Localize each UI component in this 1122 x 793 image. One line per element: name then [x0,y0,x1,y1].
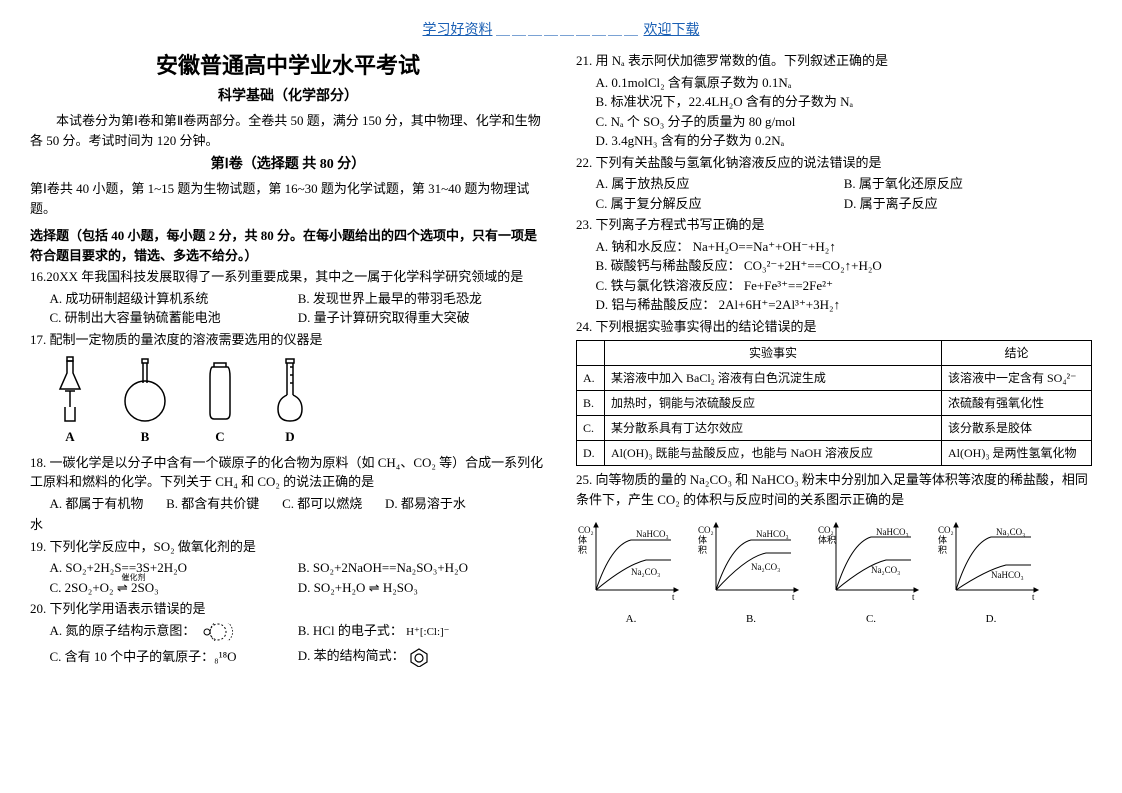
q23-d: D. 铝与稀盐酸反应： 2Al+6H⁺=2Al³⁺+3H₂↑ [596,295,1093,315]
flask-b: B [120,355,170,447]
q16-c: C. 研制出大容量钠硫蓄能电池 [50,308,298,328]
q20-options: A. 氮的原子结构示意图： C. 含有 10 个中子的氧原子：₈¹⁸O B. H… [30,621,546,668]
svg-text:t: t [792,592,795,602]
q22-a: A. 属于放热反应 [596,174,844,194]
q16-options: A. 成功研制超级计算机系统C. 研制出大容量钠硫蓄能电池 B. 发现世界上最早… [30,289,546,328]
q19-options: A. SO₂+2H₂S==3S+2H₂O C. 2SO₂+O₂ ⇌ 2SO₃催化… [30,558,546,597]
q21-d: D. 3.4gNH₃ 含有的分子数为 0.2Nₐ [596,131,1093,151]
q19-d: D. SO₂+H₂O ⇌ H₂SO₃ [298,578,546,598]
q24-stem: 24. 下列根据实验事实得出的结论错误的是 [576,317,1092,337]
table-row: C.某分散系具有丁达尔效应该分散系是胶体 [577,416,1092,441]
q20-c: C. 含有 10 个中子的氧原子：₈¹⁸O [50,647,298,667]
q21-c: C. Nₐ 个 SO₃ 分子的质量为 80 g/mol [596,112,1093,132]
q17-stem: 17. 配制一定物质的量浓度的溶液需要选用的仪器是 [30,330,546,350]
left-column: 安徽普通高中学业水平考试 科学基础（化学部分） 本试卷分为第Ⅰ卷和第Ⅱ卷两部分。… [30,49,546,667]
flask-c: C [200,355,240,447]
q18-a: A. 都属于有机物 [50,494,144,514]
table-row: D.Al(OH)₃ 既能与盐酸反应，也能与 NaOH 溶液反应Al(OH)₃ 是… [577,441,1092,466]
chart-c: CO₂体积 NaHCO₃ Na₂CO₃ t C. [816,515,926,627]
exam-subtitle: 科学基础（化学部分） [30,86,546,107]
q22-options: A. 属于放热反应C. 属于复分解反应 B. 属于氧化还原反应D. 属于离子反应 [576,174,1092,213]
flask-a: A [50,355,90,447]
svg-text:积: 积 [938,544,947,555]
q23-options: A. 钠和水反应： Na+H₂O==Na⁺+OH⁻+H₂↑ B. 碳酸钙与稀盐酸… [576,237,1092,315]
q23-c: C. 铁与氯化铁溶液反应： Fe+Fe³⁺==2Fe²⁺ [596,276,1093,296]
svg-text:CO₂: CO₂ [818,525,834,535]
q18-stem: 18. 一碳化学是以分子中含有一个碳原子的化合物为原料（如 CH₄、CO₂ 等）… [30,453,546,492]
q22-stem: 22. 下列有关盐酸与氢氧化钠溶液反应的说法错误的是 [576,153,1092,173]
dash-separator: ＿＿＿＿＿＿＿＿＿ [496,23,640,38]
q25-charts: CO₂体积 NaHCO₃ Na₂CO₃ t A. CO₂体积 NaHCO₃ Na… [576,515,1092,627]
q19-b: B. SO₂+2NaOH==Na₂SO₃+H₂O [298,558,546,578]
q19-stem: 19. 下列化学反应中，SO₂ 做氧化剂的是 [30,537,546,557]
q21-b: B. 标准状况下，22.4LH₂O 含有的分子数为 Nₐ [596,92,1093,112]
svg-text:体: 体 [938,534,947,545]
q18-tail: 水 [30,515,546,535]
svg-text:CO₂: CO₂ [698,525,714,535]
q22-d: D. 属于离子反应 [844,194,1092,214]
q23-a: A. 钠和水反应： Na+H₂O==Na⁺+OH⁻+H₂↑ [596,237,1093,257]
svg-text:体: 体 [698,534,707,545]
intro-text: 本试卷分为第Ⅰ卷和第Ⅱ卷两部分。全卷共 50 题，满分 150 分，其中物理、化… [30,111,546,150]
q20-b: B. HCl 的电子式： H⁺[:Cl:]⁻ [298,621,546,641]
q18-b: B. 都含有共价键 [166,494,259,514]
right-column: 21. 用 Nₐ 表示阿伏加德罗常数的值。下列叙述正确的是 A. 0.1molC… [576,49,1092,667]
svg-text:积: 积 [698,544,707,555]
q25-stem: 25. 向等物质的量的 Na₂CO₃ 和 NaHCO₃ 粉末中分别加入足量等体积… [576,470,1092,509]
q20-a: A. 氮的原子结构示意图： [50,621,298,641]
svg-text:CO₂: CO₂ [938,525,954,535]
q22-c: C. 属于复分解反应 [596,194,844,214]
q21-options: A. 0.1molCl₂ 含有氯原子数为 0.1Nₐ B. 标准状况下，22.4… [576,73,1092,151]
svg-text:t: t [672,592,675,602]
q23-stem: 23. 下列离子方程式书写正确的是 [576,215,1092,235]
q17-figures: A B C D [50,355,546,447]
svg-text:NaHCO₃: NaHCO₃ [756,529,789,539]
q22-b: B. 属于氧化还原反应 [844,174,1092,194]
part1-desc: 第Ⅰ卷共 40 小题，第 1~15 题为生物试题，第 16~30 题为化学试题，… [30,179,546,218]
svg-text:Na₂CO₃: Na₂CO₃ [631,567,660,577]
svg-text:Na₂CO₃: Na₂CO₃ [871,565,900,575]
table-row: A.某溶液中加入 BaCl₂ 溶液有白色沉淀生成该溶液中一定含有 SO₄²⁻ [577,366,1092,391]
q19-c: C. 2SO₂+O₂ ⇌ 2SO₃催化剂 [50,578,298,598]
chart-b: CO₂体积 NaHCO₃ Na₂CO₃ t B. [696,515,806,627]
svg-text:NaHCO₃: NaHCO₃ [636,529,669,539]
q20-stem: 20. 下列化学用语表示错误的是 [30,599,546,619]
part1-title: 第Ⅰ卷（选择题 共 80 分） [30,154,546,175]
q16-d: D. 量子计算研究取得重大突破 [298,308,546,328]
q21-a: A. 0.1molCl₂ 含有氯原子数为 0.1Nₐ [596,73,1093,93]
svg-text:t: t [1032,592,1035,602]
q18-d: D. 都易溶于水 [385,494,466,514]
chart-d: CO₂体积 Na₂CO₃ NaHCO₃ t D. [936,515,1046,627]
svg-text:CO₂: CO₂ [578,525,594,535]
q16-a: A. 成功研制超级计算机系统 [50,289,298,309]
table-row: B.加热时，铜能与浓硫酸反应浓硫酸有强氧化性 [577,391,1092,416]
svg-text:NaHCO₃: NaHCO₃ [991,570,1024,580]
svg-text:NaHCO₃: NaHCO₃ [876,527,909,537]
q20-d: D. 苯的结构简式： [298,646,546,667]
svg-text:Na₂CO₃: Na₂CO₃ [996,527,1025,537]
link-left[interactable]: 学习好资料 [423,23,493,38]
header-links: 学习好资料 ＿＿＿＿＿＿＿＿＿ 欢迎下载 [30,20,1092,41]
svg-text:积: 积 [578,544,587,555]
exam-title: 安徽普通高中学业水平考试 [30,49,546,82]
chart-a: CO₂体积 NaHCO₃ Na₂CO₃ t A. [576,515,686,627]
q16-b: B. 发现世界上最早的带羽毛恐龙 [298,289,546,309]
svg-text:Na₂CO₃: Na₂CO₃ [751,562,780,572]
flask-d: D [270,355,310,447]
svg-text:体积: 体积 [818,534,836,545]
q23-b: B. 碳酸钙与稀盐酸反应： CO₃²⁻+2H⁺==CO₂↑+H₂O [596,256,1093,276]
link-right[interactable]: 欢迎下载 [644,23,700,38]
q19-a: A. SO₂+2H₂S==3S+2H₂O [50,558,298,578]
svg-text:t: t [912,592,915,602]
svg-text:体: 体 [578,534,587,545]
choice-instructions: 选择题（包括 40 小题，每小题 2 分，共 80 分。在每小题给出的四个选项中… [30,226,546,265]
q18-options: A. 都属于有机物 B. 都含有共价键 C. 都可以燃烧 D. 都易溶于水 [30,494,546,514]
q16-stem: 16.20XX 年我国科技发展取得了一系列重要成果，其中之一属于化学科学研究领域… [30,267,546,287]
q18-c: C. 都可以燃烧 [282,494,362,514]
q24-table: 实验事实结论 A.某溶液中加入 BaCl₂ 溶液有白色沉淀生成该溶液中一定含有 … [576,340,1092,466]
q21-stem: 21. 用 Nₐ 表示阿伏加德罗常数的值。下列叙述正确的是 [576,51,1092,71]
